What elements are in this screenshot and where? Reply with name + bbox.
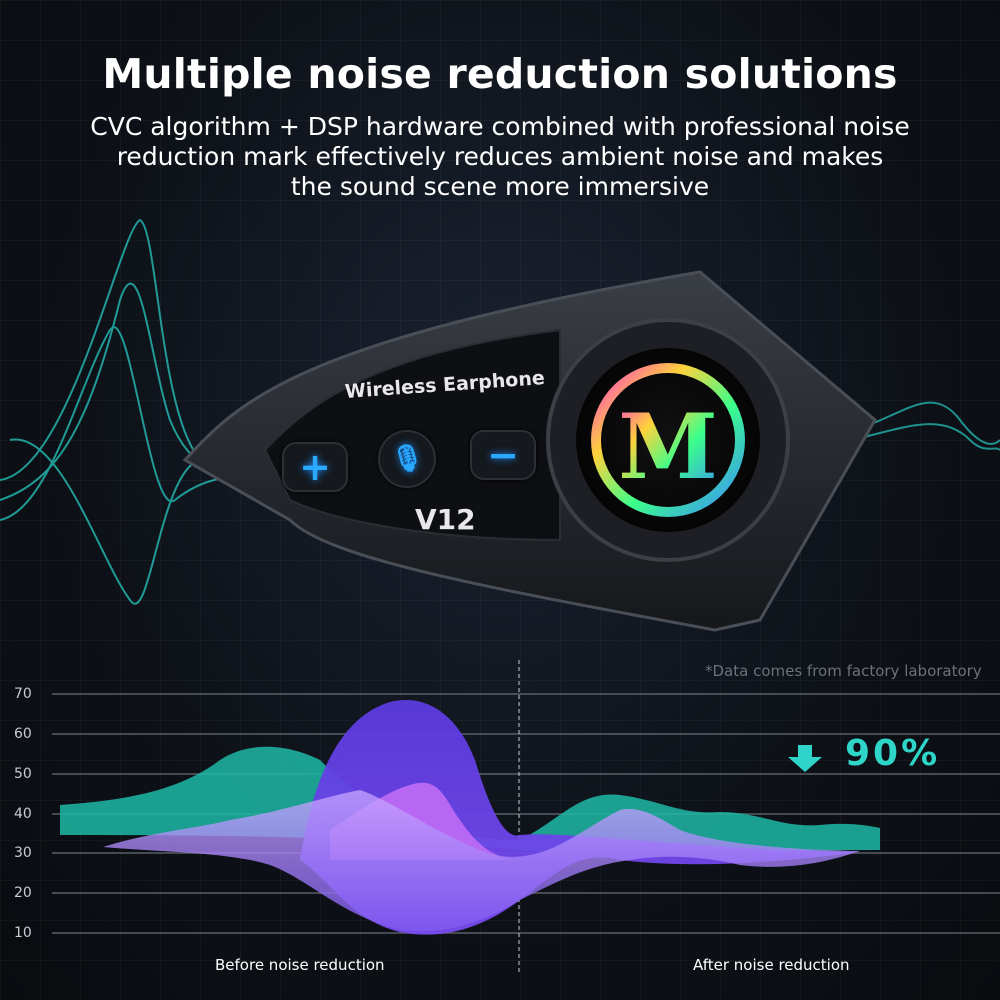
- model-label: V12: [415, 503, 476, 536]
- y-tick: 60: [14, 726, 32, 742]
- plus-icon: +: [299, 445, 331, 489]
- page-title: Multiple noise reduction solutions: [102, 50, 898, 98]
- reduction-percentage: 90%: [845, 733, 941, 774]
- y-tick: 50: [14, 766, 32, 782]
- y-tick: 30: [14, 845, 32, 861]
- volume-down-button[interactable]: −: [470, 430, 536, 480]
- subtitle-line: reduction mark effectively reduces ambie…: [116, 142, 884, 171]
- subtitle: CVC algorithm + DSP hardware combined wi…: [80, 112, 920, 202]
- lavender-area: [103, 790, 860, 932]
- volume-up-button[interactable]: +: [282, 442, 348, 492]
- sound-wave-right: [849, 401, 1000, 451]
- after-label: After noise reduction: [693, 956, 850, 974]
- before-label: Before noise reduction: [215, 956, 385, 974]
- brand-v-icon: V: [415, 503, 437, 536]
- microphone-icon: 🎙: [390, 444, 424, 474]
- minus-icon: −: [487, 433, 519, 477]
- y-tick: 70: [14, 686, 32, 702]
- y-tick: 10: [14, 925, 32, 941]
- subtitle-line: CVC algorithm + DSP hardware combined wi…: [90, 112, 910, 141]
- y-tick: 40: [14, 806, 32, 822]
- rgb-light-ring: [591, 363, 745, 517]
- subtitle-line: the sound scene more immersive: [290, 172, 710, 201]
- data-source-note: *Data comes from factory laboratory: [705, 662, 982, 680]
- microphone-button[interactable]: 🎙: [378, 430, 436, 488]
- down-arrow-icon: [788, 745, 822, 772]
- y-tick: 20: [14, 885, 32, 901]
- logo-icon: M: [618, 394, 718, 500]
